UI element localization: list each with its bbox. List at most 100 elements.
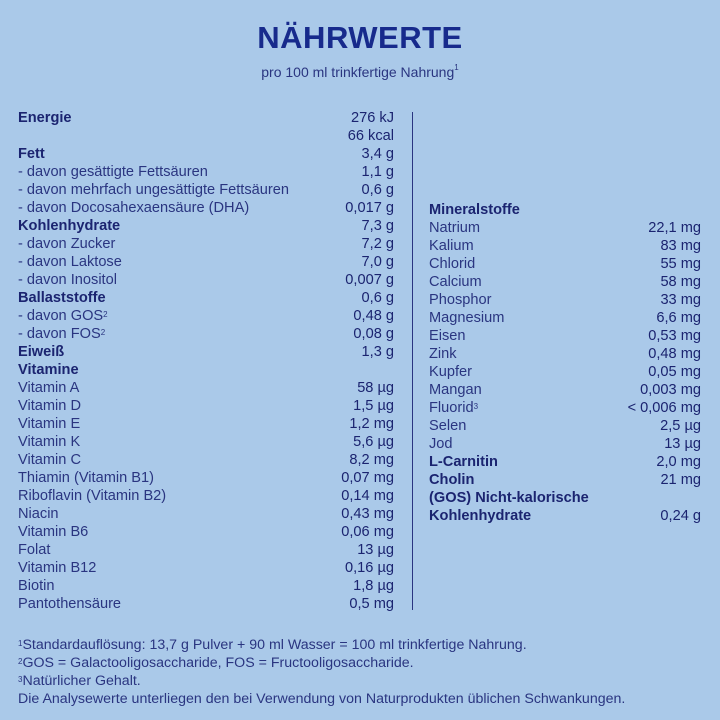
nutrient-label: Folat	[18, 541, 50, 559]
footnote-text: Die Analysewerte unterliegen den bei Ver…	[18, 691, 626, 707]
nutrient-value: 22,1 mg	[648, 220, 701, 236]
nutrient-label-text: Kupfer	[429, 364, 472, 380]
nutrient-label: Kohlenhydrate	[18, 217, 120, 235]
nutrient-row: Kohlenhydrate 7,3 g	[18, 217, 394, 235]
nutrient-label-text: Eisen	[429, 328, 466, 344]
footnote-text: GOS = Galactooligosaccharide, FOS = Fruc…	[22, 655, 414, 671]
nutrient-row: Vitamin B6 0,06 mg	[18, 523, 394, 541]
nutrient-label: Natrium	[429, 219, 480, 237]
nutrient-row: Ballaststoffe 0,6 g	[18, 289, 394, 307]
nutrient-value: 0,48 mg	[648, 346, 701, 362]
nutrient-row: Thiamin (Vitamin B1) 0,07 mg	[18, 469, 394, 487]
nutrient-row: Eisen 0,53 mg	[429, 327, 701, 345]
nutrient-row: Mangan 0,003 mg	[429, 381, 701, 399]
nutrient-row: Niacin 0,43 mg	[18, 505, 394, 523]
nutrient-label: - davon mehrfach ungesättigte Fettsäuren	[18, 181, 289, 199]
nutrient-label: L-Carnitin	[429, 453, 498, 471]
nutrient-label: Mineralstoffe	[429, 201, 520, 219]
nutrient-value: 0,6 g	[361, 182, 394, 198]
column-divider	[412, 112, 413, 610]
footnote-mark: 3	[18, 675, 23, 684]
nutrient-label-text: Folat	[18, 542, 51, 558]
nutrient-label: Cholin	[429, 471, 474, 489]
nutrient-label-text: Cholin	[429, 472, 475, 488]
footnote: Die Analysewerte unterliegen den bei Ver…	[18, 690, 625, 708]
nutrient-label: Phosphor	[429, 291, 491, 309]
nutrient-value: 58 mg	[660, 274, 701, 290]
nutrient-value: 1,8 µg	[353, 578, 394, 594]
nutrient-label: Thiamin (Vitamin B1)	[18, 469, 154, 487]
nutrient-row: Vitamin B12 0,16 µg	[18, 559, 394, 577]
nutrient-label: Jod	[429, 435, 453, 453]
nutrient-row: Pantothensäure 0,5 mg	[18, 595, 394, 613]
nutrient-label-text: Fett	[18, 146, 45, 162]
nutrient-label-text: Ballaststoffe	[18, 290, 106, 306]
nutrient-value: 2,0 mg	[656, 454, 701, 470]
page-subtitle: pro 100 ml trinkfertige Nahrung1	[0, 63, 720, 80]
nutrient-value: 0,08 g	[353, 326, 394, 342]
nutrient-label-text: Mangan	[429, 382, 482, 398]
nutrient-label-text: Kohlenhydrate	[429, 508, 532, 524]
nutrient-label-text: Chlorid	[429, 256, 476, 272]
nutrient-label: Fluorid3	[429, 399, 478, 417]
nutrient-row: Vitamin E 1,2 mg	[18, 415, 394, 433]
nutrient-value: 0,007 g	[345, 272, 394, 288]
nutrient-label-text: Pantothensäure	[18, 596, 122, 612]
nutrition-table-right: Mineralstoffe Natrium 22,1 mg Kalium 83 mg Ch…	[429, 201, 701, 525]
nutrient-row: - davon mehrfach ungesättigte Fettsäuren…	[18, 181, 394, 199]
nutrient-label-text: Vitamin C	[18, 452, 81, 468]
nutrient-value: 276 kJ	[351, 110, 394, 126]
nutrient-label: Kalium	[429, 237, 474, 255]
nutrient-label: Niacin	[18, 505, 59, 523]
nutrient-value: 1,1 g	[361, 164, 394, 180]
nutrient-label: Ballaststoffe	[18, 289, 106, 307]
nutrient-label-text: Vitamin A	[18, 380, 80, 396]
nutrient-label: Zink	[429, 345, 457, 363]
nutrient-label: Kupfer	[429, 363, 472, 381]
footnote-mark: 2	[103, 310, 108, 319]
subtitle-footnote-mark: 1	[454, 63, 459, 72]
nutrient-row: Mineralstoffe	[429, 201, 701, 219]
nutrient-row: Fluorid3 < 0,006 mg	[429, 399, 701, 417]
nutrient-label-text: Fluorid	[429, 400, 474, 416]
nutrient-value: 1,2 mg	[349, 416, 394, 432]
nutrient-label-text: Zink	[429, 346, 457, 362]
nutrient-value: 0,24 g	[660, 508, 701, 524]
nutrient-value: 0,5 mg	[349, 596, 394, 612]
nutrient-label-text: Calcium	[429, 274, 482, 290]
nutrient-value: < 0,006 mg	[627, 400, 701, 416]
nutrient-value: 0,003 mg	[640, 382, 701, 398]
nutrient-label: Vitamin D	[18, 397, 81, 415]
nutrient-label-text: Magnesium	[429, 310, 505, 326]
nutrient-row: Vitamin D 1,5 µg	[18, 397, 394, 415]
nutrient-row: Magnesium 6,6 mg	[429, 309, 701, 327]
nutrient-value: 8,2 mg	[349, 452, 394, 468]
nutrient-label: Mangan	[429, 381, 482, 399]
nutrient-value: 21 mg	[660, 472, 701, 488]
nutrient-row: - davon Docosahexaensäure (DHA) 0,017 g	[18, 199, 394, 217]
nutrient-row: Kalium 83 mg	[429, 237, 701, 255]
nutrient-label: - davon FOS2	[18, 325, 105, 343]
nutrient-label-text: - davon Docosahexaensäure (DHA)	[18, 200, 250, 216]
nutrient-label: (GOS) Nicht-kalorische	[429, 489, 589, 507]
nutrient-label-text: Vitamin K	[18, 434, 81, 450]
footnote: 3Natürlicher Gehalt.	[18, 672, 625, 690]
nutrient-row: Selen 2,5 µg	[429, 417, 701, 435]
nutrient-row: Chlorid 55 mg	[429, 255, 701, 273]
nutrient-label-text: Kohlenhydrate	[18, 218, 121, 234]
nutrient-value: 55 mg	[660, 256, 701, 272]
nutrient-row: Cholin 21 mg	[429, 471, 701, 489]
nutrient-label: Eisen	[429, 327, 466, 345]
nutrient-row: L-Carnitin 2,0 mg	[429, 453, 701, 471]
nutrient-row: - davon Laktose 7,0 g	[18, 253, 394, 271]
nutrient-label: - davon Laktose	[18, 253, 122, 271]
nutrient-value: 58 µg	[357, 380, 394, 396]
nutrient-label-text: - davon Inositol	[18, 272, 117, 288]
nutrient-value: 0,16 µg	[345, 560, 394, 576]
nutrient-row: Eiweiß 1,3 g	[18, 343, 394, 361]
footnote: 1Standardauflösung: 13,7 g Pulver + 90 m…	[18, 636, 625, 654]
nutrient-row: Natrium 22,1 mg	[429, 219, 701, 237]
nutrient-value: 0,06 mg	[341, 524, 394, 540]
nutrient-label: - davon Zucker	[18, 235, 115, 253]
nutrient-label: Selen	[429, 417, 466, 435]
